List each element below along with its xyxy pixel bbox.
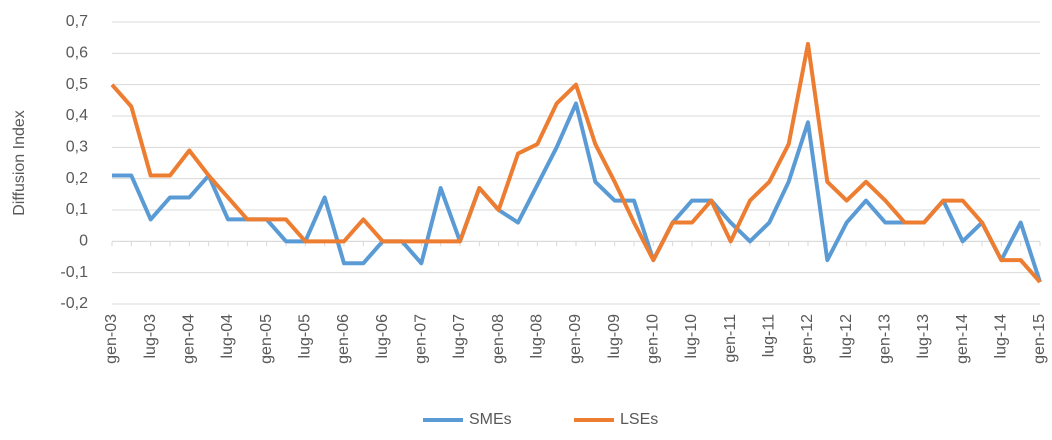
y-tick-label: 0 [79, 233, 88, 250]
x-tick-label: gen-06 [335, 314, 352, 364]
x-tick-label: gen-09 [567, 314, 584, 364]
line-series [110, 41, 1042, 284]
y-tick-label: 0,4 [66, 107, 88, 124]
x-tick-label: lug-11 [761, 314, 778, 357]
x-tick-label: gen-03 [103, 314, 120, 364]
y-tick-label: 0,5 [66, 76, 88, 93]
y-tick-label: -0,1 [60, 264, 88, 281]
x-tick-label: lug-12 [838, 314, 855, 359]
legend-label: LSEs [620, 411, 658, 428]
x-tick-label: lug-14 [993, 314, 1010, 359]
x-tick-label: lug-10 [683, 314, 700, 359]
y-tick-label: 0,2 [66, 170, 88, 187]
y-tick-label: 0,1 [66, 201, 88, 218]
x-tick-label: lug-08 [529, 314, 546, 359]
x-tick-label: lug-13 [915, 314, 932, 359]
x-tick-label: lug-09 [606, 314, 623, 359]
x-tick-label: gen-11 [722, 314, 739, 363]
legend-label: SMEs [469, 411, 512, 428]
line-series [112, 101, 1042, 283]
x-tick-label: gen-15 [1031, 314, 1048, 364]
x-tick-label: gen-10 [645, 314, 662, 364]
y-tick-label: -0,2 [60, 295, 88, 312]
x-tick-label: lug-03 [142, 314, 159, 359]
x-tick-label: gen-07 [413, 314, 430, 364]
x-tick-label: gen-12 [799, 314, 816, 364]
x-tick-label: lug-05 [297, 314, 314, 359]
x-tick-label: gen-14 [954, 314, 971, 364]
x-tick-label: lug-04 [219, 314, 236, 359]
x-tick-label: lug-06 [374, 314, 391, 359]
y-tick-label: 0,3 [66, 139, 88, 156]
y-axis-title: Diffusion Index [11, 110, 28, 216]
x-tick-label: gen-05 [258, 314, 275, 364]
y-tick-label: 0,6 [66, 45, 88, 62]
x-tick-label: lug-07 [451, 314, 468, 359]
y-tick-label: 0,7 [66, 13, 88, 30]
x-tick-label: gen-13 [877, 314, 894, 364]
x-tick-label: gen-04 [181, 314, 198, 364]
x-tick-label: gen-08 [490, 314, 507, 364]
